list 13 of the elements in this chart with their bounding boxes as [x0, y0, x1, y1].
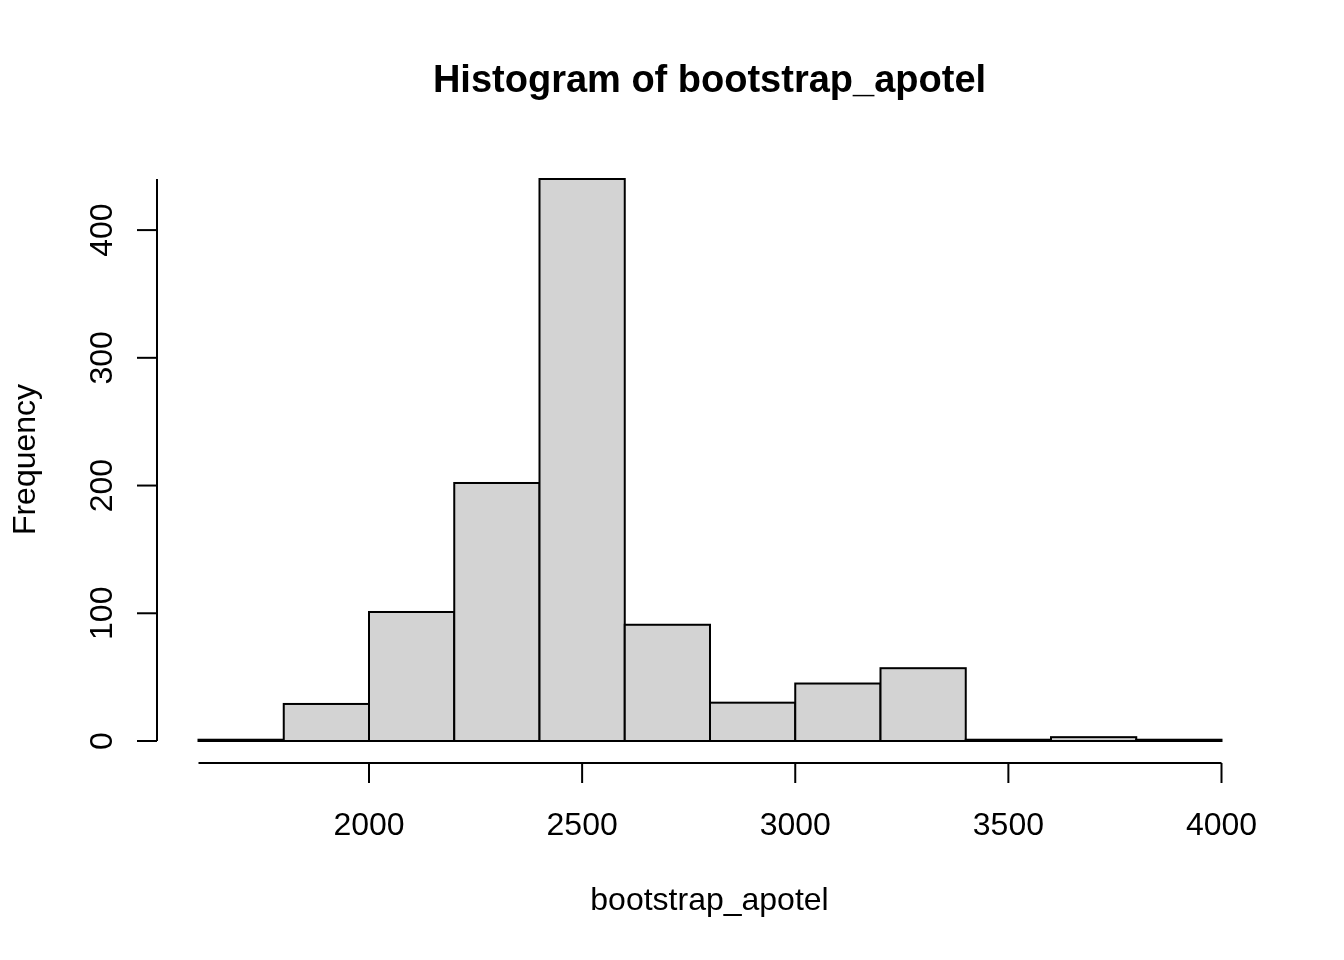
y-tick-label: 0 [83, 732, 119, 750]
chart-title: Histogram of bootstrap_apotel [432, 58, 987, 100]
y-tick-label: 200 [83, 458, 119, 513]
y-tick-label: 300 [83, 331, 119, 385]
x-tick-label: 2000 [333, 806, 405, 842]
x-tick-label: 3000 [759, 806, 831, 842]
y-axis-title: Frequency [6, 383, 42, 536]
x-tick-label: 2500 [546, 806, 618, 842]
y-tick-label: 400 [83, 203, 119, 257]
x-axis-title: bootstrap_apotel [590, 881, 829, 917]
x-tick-label: 3500 [972, 806, 1044, 842]
x-tick-label: 4000 [1185, 806, 1258, 842]
y-tick-label: 100 [83, 586, 119, 640]
